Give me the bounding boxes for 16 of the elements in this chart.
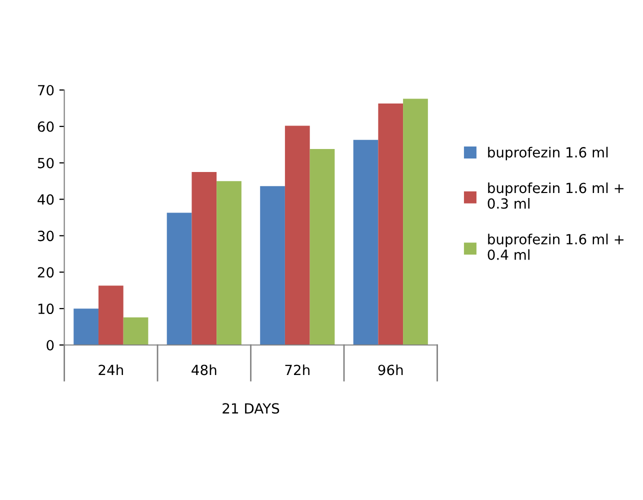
x-tick-label: 24h (98, 364, 123, 375)
x-tick-label: 72h (285, 364, 310, 375)
legend-label: buprofezin 1.6 ml + 0.4 ml (488, 234, 624, 260)
y-tick-label: 60 (38, 121, 54, 132)
x-tick-label: 48h (192, 364, 216, 376)
y-tick-label: 40 (38, 194, 54, 205)
y-tick-label: 50 (38, 158, 54, 168)
y-tick-label: 30 (38, 230, 54, 242)
y-tick-label: 70 (38, 84, 54, 96)
y-tick-label: 20 (38, 267, 54, 278)
y-tick-label: 0 (46, 340, 54, 350)
legend-label: buprofezin 1.6 ml (488, 146, 608, 160)
legend-label: buprofezin 1.6 ml + 0.3 ml (488, 182, 624, 209)
y-tick-label: 10 (38, 304, 54, 314)
x-axis-title: 21 DAYS (222, 403, 280, 414)
x-tick-label: 96h (378, 364, 403, 376)
